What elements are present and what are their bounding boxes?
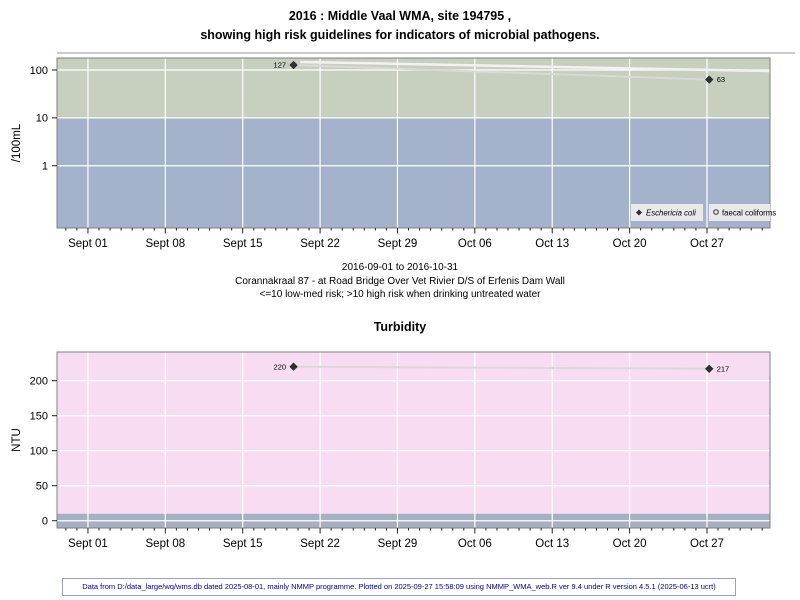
x-axis-tick-label: Sept 22	[300, 538, 340, 550]
subtitle-daterange: 2016-09-01 to 2016-10-31	[0, 261, 800, 275]
data-point-label: 220	[274, 362, 287, 371]
x-axis-tick-label: Oct 27	[690, 538, 724, 550]
x-axis-tick-label: Sept 15	[223, 538, 263, 550]
x-axis-tick-label: Oct 13	[535, 538, 569, 550]
y-axis-tick-label: 200	[30, 376, 48, 388]
y-axis-tick-label: 50	[36, 481, 48, 493]
x-axis-tick-label: Sept 15	[223, 238, 263, 250]
y-axis-tick-label: 100	[30, 446, 48, 458]
plot-page: 127 63 1 10 100 Sept 01 Sept 08 Sept 15 Sept 22 S…	[0, 0, 800, 600]
title-line1: 2016 : Middle Vaal WMA, site 194795 ,	[0, 7, 800, 26]
footer-note: Data from D:/data_large/wq/wms.db dated …	[62, 578, 736, 596]
footer-text: Data from D:/data_large/wq/wms.db dated …	[82, 582, 716, 591]
page-title: 2016 : Middle Vaal WMA, site 194795 , sh…	[0, 7, 800, 45]
turbidity-main-band	[57, 352, 770, 514]
legend-label-faecal: faecal coliforms	[722, 208, 776, 217]
x-axis-tick-label: Sept 01	[68, 538, 108, 550]
x-axis-tick-label: Sept 29	[378, 538, 418, 550]
turbidity-title: Turbidity	[0, 320, 800, 334]
y-axis-tick-label: 10	[36, 113, 48, 125]
x-axis-tick-label: Oct 06	[458, 238, 492, 250]
x-axis-tick-label: Oct 20	[613, 538, 647, 550]
subtitle-site-description: Corannakraal 87 - at Road Bridge Over Ve…	[0, 275, 800, 289]
title-line2: showing high risk guidelines for indicat…	[0, 26, 800, 45]
data-point-label: 127	[274, 61, 287, 70]
y-axis-title: /100mL	[11, 123, 23, 162]
y-axis-tick-label: 150	[30, 411, 48, 423]
x-axis-tick-label: Sept 29	[378, 238, 418, 250]
chart-subtitle: 2016-09-01 to 2016-10-31 Corannakraal 87…	[0, 261, 800, 302]
x-axis-tick-label: Oct 20	[613, 238, 647, 250]
y-axis-title: NTU	[11, 428, 23, 452]
chart-microbial-pathogens: 127 63 1 10 100 Sept 01 Sept 08 Sept 15 Sept 22 S…	[11, 53, 795, 250]
y-axis-tick-label: 0	[42, 516, 48, 528]
x-axis-tick-label: Oct 13	[535, 238, 569, 250]
y-axis-tick-label: 100	[30, 65, 48, 77]
x-axis-tick-label: Sept 08	[146, 238, 186, 250]
y-axis-tick-label: 1	[42, 161, 48, 173]
high-risk-band	[57, 58, 770, 118]
legend-label-ecoli: Eschericia coli	[646, 208, 696, 217]
data-point-label: 63	[717, 75, 725, 84]
data-point-label: 217	[717, 364, 730, 373]
subtitle-risk-note: <=10 low-med risk; >10 high risk when dr…	[0, 288, 800, 302]
chart-turbidity: 220 217 0 50 100 150 200 Sept 01 Sept 08 Sept 15 S…	[11, 352, 770, 550]
x-axis-tick-label: Sept 08	[146, 538, 186, 550]
x-axis-tick-label: Sept 22	[300, 238, 340, 250]
x-axis-tick-label: Oct 06	[458, 538, 492, 550]
x-axis-tick-label: Oct 27	[690, 238, 724, 250]
x-axis-tick-label: Sept 01	[68, 238, 108, 250]
